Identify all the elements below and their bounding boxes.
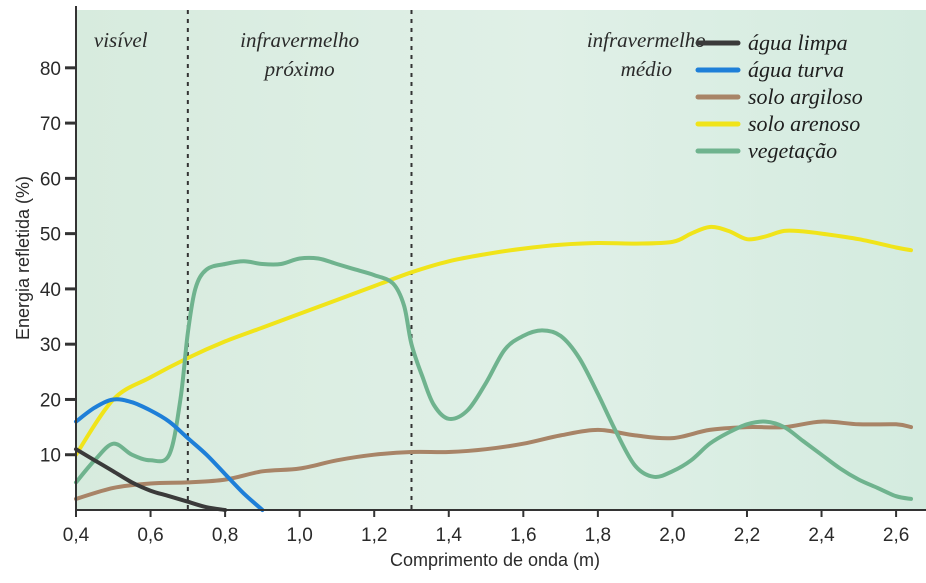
y-tick-label-5: 60 [40, 169, 61, 190]
legend-label-0: água limpa [748, 30, 848, 55]
x-tick-label-10: 2,4 [808, 525, 835, 546]
region-label-1-1: próximo [263, 57, 335, 81]
x-tick-label-11: 2,6 [883, 525, 909, 546]
region-label-2-1: médio [621, 57, 672, 81]
region-label-1-0: infravermelho [240, 28, 359, 52]
x-tick-label-4: 1,2 [361, 525, 387, 546]
y-axis-label: Energia refletida (%) [13, 176, 33, 340]
y-tick-label-7: 80 [40, 59, 61, 80]
x-axis-label: Comprimento de onda (m) [390, 550, 600, 570]
y-tick-label-3: 40 [40, 280, 61, 301]
x-tick-label-5: 1,4 [436, 525, 463, 546]
legend-label-2: solo argiloso [748, 84, 863, 109]
x-tick-label-3: 1,0 [286, 525, 312, 546]
x-tick-label-8: 2,0 [659, 525, 685, 546]
y-tick-label-1: 20 [40, 390, 61, 411]
x-tick-label-6: 1,6 [510, 525, 536, 546]
legend-label-1: água turva [748, 57, 844, 82]
y-tick-label-4: 50 [40, 225, 61, 246]
series-line-0 [74, 447, 228, 512]
y-tick-label-0: 10 [40, 446, 61, 467]
x-tick-label-1: 0,6 [137, 525, 163, 546]
y-tick-label-6: 70 [40, 114, 61, 135]
axes: 10 20 30 40 50 60 70 80 0,4 0,6 0,8 1,0 1,2 1,4 1,6 1,8… [40, 6, 926, 546]
y-tick-label-2: 30 [40, 335, 61, 356]
legend-label-3: solo arenoso [748, 111, 860, 136]
legend-label-4: vegetação [748, 138, 837, 163]
x-tick-label-0: 0,4 [63, 525, 90, 546]
series-line-4 [74, 255, 913, 501]
x-tick-label-7: 1,8 [585, 525, 611, 546]
series-lines [74, 224, 913, 512]
region-labels: visível infravermelho próximo infravermelho… [94, 28, 706, 81]
region-label-0-0: visível [94, 28, 148, 52]
series-line-1 [74, 397, 265, 512]
series-line-3 [74, 224, 913, 457]
region-label-2-0: infravermelho [587, 28, 706, 52]
x-tick-label-2: 0,8 [212, 525, 238, 546]
region-dividers [186, 10, 413, 510]
x-tick-label-9: 2,2 [734, 525, 760, 546]
